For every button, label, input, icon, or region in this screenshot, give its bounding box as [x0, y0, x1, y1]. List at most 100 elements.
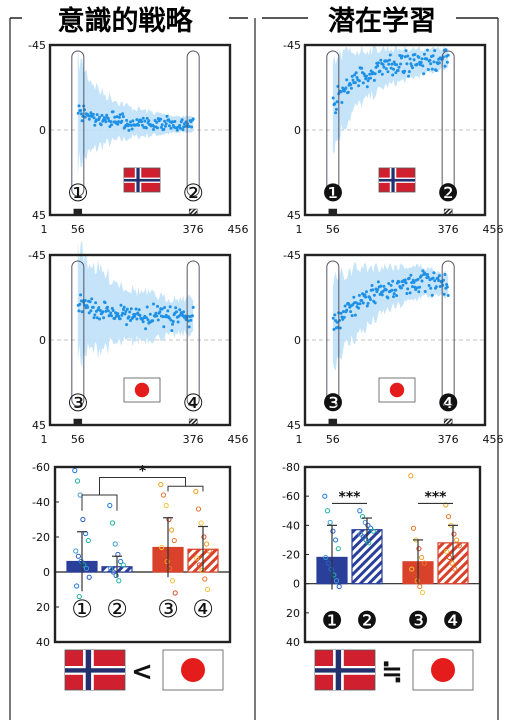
data-point: [382, 65, 386, 69]
significance-label: ***: [339, 489, 362, 505]
data-point: [116, 122, 120, 126]
data-point: [442, 292, 446, 296]
data-point: [436, 276, 440, 280]
data-point: [376, 64, 380, 68]
data-point: [380, 293, 384, 297]
data-point: [158, 310, 162, 314]
data-point: [140, 120, 144, 124]
data-point: [109, 120, 113, 124]
data-point: [445, 60, 449, 64]
y-tick-label: -20: [282, 549, 300, 562]
data-point: [167, 316, 171, 320]
subject-dot: [336, 583, 342, 590]
japan-flag-disc: [389, 382, 405, 398]
data-point: [388, 58, 391, 62]
data-point: [176, 320, 180, 324]
subject-dot: [78, 558, 84, 565]
data-point: [445, 285, 449, 289]
data-point: [418, 63, 422, 67]
epoch-marker: [186, 260, 200, 407]
subject-dot: [163, 502, 169, 509]
data-point: [80, 119, 84, 123]
data-point: [106, 305, 109, 309]
data-point: [90, 297, 94, 301]
data-point: [381, 63, 385, 66]
data-point: [169, 318, 173, 322]
data-point: [392, 60, 396, 64]
data-point: [349, 83, 353, 87]
data-point: [412, 58, 416, 62]
comparison-symbol: ≒: [381, 657, 403, 687]
data-point: [429, 286, 433, 290]
data-point: [104, 120, 108, 124]
data-point: [419, 61, 423, 64]
data-point: [365, 85, 369, 89]
data-point: [343, 304, 347, 308]
data-point: [87, 117, 91, 121]
data-point: [430, 67, 434, 71]
subject-dot: [164, 558, 170, 565]
data-point: [154, 311, 158, 315]
data-point: [128, 310, 132, 314]
circled-number-label: ④: [182, 389, 204, 417]
circled-number-label: ❷: [437, 179, 459, 207]
subject-dot: [158, 481, 164, 488]
data-point: [361, 292, 364, 296]
subject-dot: [194, 555, 200, 561]
subject-dot: [74, 478, 81, 484]
data-point: [338, 326, 342, 330]
epoch-marker: [326, 260, 340, 407]
data-point: [147, 119, 151, 123]
subject-dot: [419, 589, 426, 596]
data-point: [164, 122, 168, 126]
data-point: [156, 126, 159, 130]
subject-dot: [110, 569, 117, 575]
data-point: [109, 311, 113, 315]
data-point: [390, 288, 394, 292]
subject-dot: [120, 562, 126, 568]
data-point: [110, 314, 113, 318]
data-point: [379, 284, 383, 288]
data-point: [89, 309, 93, 313]
subject-dot: [204, 541, 210, 547]
data-point: [366, 79, 370, 83]
data-point: [333, 102, 337, 106]
column-title-explicit: 意識的戦略: [58, 5, 194, 37]
data-point: [145, 305, 149, 309]
data-point: [166, 309, 170, 313]
bar-label: ❷: [356, 607, 378, 635]
data-point: [399, 286, 403, 290]
data-point: [121, 311, 125, 315]
x-tick-label: 376: [183, 433, 204, 446]
data-point: [415, 286, 419, 290]
data-point: [175, 310, 178, 314]
y-tick-label: -40: [32, 496, 50, 509]
data-point: [93, 313, 97, 317]
subject-dot: [370, 528, 376, 534]
data-point: [163, 306, 167, 309]
bar-label: ②: [106, 595, 128, 623]
data-point: [413, 285, 417, 289]
subject-dot: [325, 560, 331, 566]
data-point: [404, 49, 408, 53]
data-point: [407, 276, 411, 280]
japan-flag-disc: [134, 382, 150, 398]
data-point: [357, 306, 361, 310]
data-point: [98, 309, 102, 312]
scatter-panel-implicit-japan: ❸ ❹ -45 0 451 56 376 456: [283, 249, 503, 446]
data-point: [347, 303, 351, 306]
japan-flag-disc: [431, 658, 455, 682]
subject-dot: [160, 492, 167, 498]
data-point: [434, 285, 438, 289]
subject-dot: [76, 593, 82, 600]
data-point: [173, 120, 177, 123]
y-tick-label: -40: [282, 519, 300, 532]
data-point: [373, 72, 377, 76]
subject-dot: [363, 537, 369, 543]
data-point: [388, 53, 392, 57]
data-point: [89, 111, 93, 115]
data-point: [156, 304, 159, 308]
panel-frame: [48, 253, 232, 427]
data-point: [117, 115, 121, 119]
data-point: [169, 126, 173, 130]
